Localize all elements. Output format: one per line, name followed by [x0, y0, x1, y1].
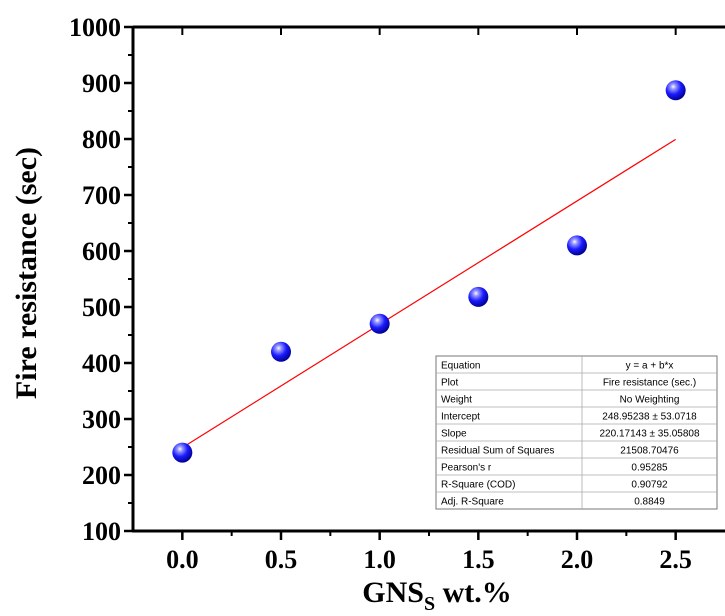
y-tick-label: 900	[82, 69, 121, 98]
y-tick-label: 600	[82, 237, 121, 266]
x-tick-label: 0.5	[265, 545, 298, 574]
data-points	[172, 80, 686, 463]
stats-table-label: Residual Sum of Squares	[441, 446, 554, 457]
data-point	[468, 286, 489, 307]
stats-table-value: 248.95238 ± 53.0718	[602, 412, 697, 423]
y-ticks: 100 200 300 400 500 600 700 800 900 1000	[69, 13, 133, 546]
x-axis-title-main: GNS	[362, 576, 424, 609]
y-tick-label: 1000	[69, 13, 121, 42]
stats-table-value: 21508.70476	[620, 446, 679, 457]
y-tick-label: 100	[82, 517, 121, 546]
fit-line-group	[182, 138, 676, 449]
stats-table-value: 0.95285	[631, 463, 668, 474]
x-axis-title-subscript: S	[424, 593, 435, 615]
data-point	[665, 80, 686, 101]
stats-table: Equation y = a + b*x Plot Fire resistance (…	[435, 355, 718, 510]
x-axis-title: GNSS wt.%	[362, 576, 511, 615]
stats-table-label: R-Square (COD)	[441, 480, 515, 491]
stats-table-label: Plot	[441, 378, 458, 389]
stats-table-value: 220.17143 ± 35.05808	[599, 429, 699, 440]
stats-table-border	[435, 355, 718, 510]
fit-line	[182, 138, 676, 449]
x-tick-label: 2.0	[561, 545, 594, 574]
stats-table-label: Equation	[441, 361, 480, 372]
stats-table-value: Fire resistance (sec.)	[603, 378, 696, 389]
y-tick-label: 700	[82, 181, 121, 210]
x-tick-label: 1.0	[363, 545, 396, 574]
stats-table-label: Weight	[441, 395, 472, 406]
x-ticks: 0.0 0.5 1.0 1.5 2.0 2.5	[166, 27, 692, 574]
y-tick-label: 800	[82, 125, 121, 154]
stats-table-value: No Weighting	[620, 395, 680, 406]
y-axis-title: Fire resistance (sec)	[10, 147, 43, 399]
x-tick-label: 1.5	[462, 545, 495, 574]
stats-table-value: 0.90792	[631, 480, 668, 491]
y-tick-label: 500	[82, 293, 121, 322]
stats-table-value: 0.8849	[634, 497, 665, 508]
data-point	[369, 313, 390, 334]
y-tick-label: 400	[82, 349, 121, 378]
stats-table-label: Pearson's r	[441, 463, 492, 474]
data-point	[172, 442, 193, 463]
data-point	[567, 235, 587, 256]
y-tick-label: 300	[82, 405, 121, 434]
stats-table-value: y = a + b*x	[626, 361, 674, 372]
data-point	[271, 341, 291, 362]
stats-table-label: Slope	[441, 429, 467, 440]
stats-table-label: Intercept	[441, 412, 480, 423]
x-axis-title-suffix: wt.%	[435, 576, 512, 609]
x-tick-label: 2.5	[659, 545, 692, 574]
stats-table-label: Adj. R-Square	[441, 497, 504, 508]
y-tick-label: 200	[82, 461, 121, 490]
x-tick-label: 0.0	[166, 545, 199, 574]
